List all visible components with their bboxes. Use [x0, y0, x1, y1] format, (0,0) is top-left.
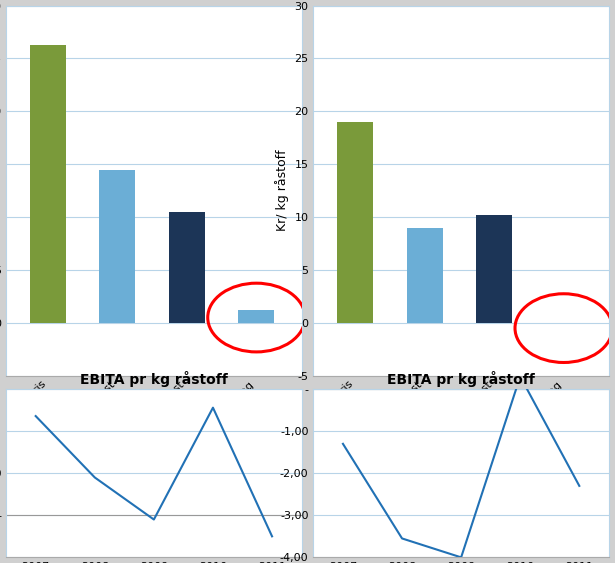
Bar [407, 227, 443, 323]
Bar [239, 310, 274, 323]
Title: EBITA pr kg råstoff: EBITA pr kg råstoff [387, 370, 535, 387]
Title: EBITA pr kg råstoff: EBITA pr kg råstoff [80, 370, 228, 387]
Bar [337, 122, 373, 323]
Bar [169, 212, 205, 323]
Bar [30, 44, 66, 323]
Bar [99, 169, 135, 323]
Y-axis label: Kr/ kg råstoff: Kr/ kg råstoff [275, 150, 289, 231]
Bar [476, 215, 512, 323]
